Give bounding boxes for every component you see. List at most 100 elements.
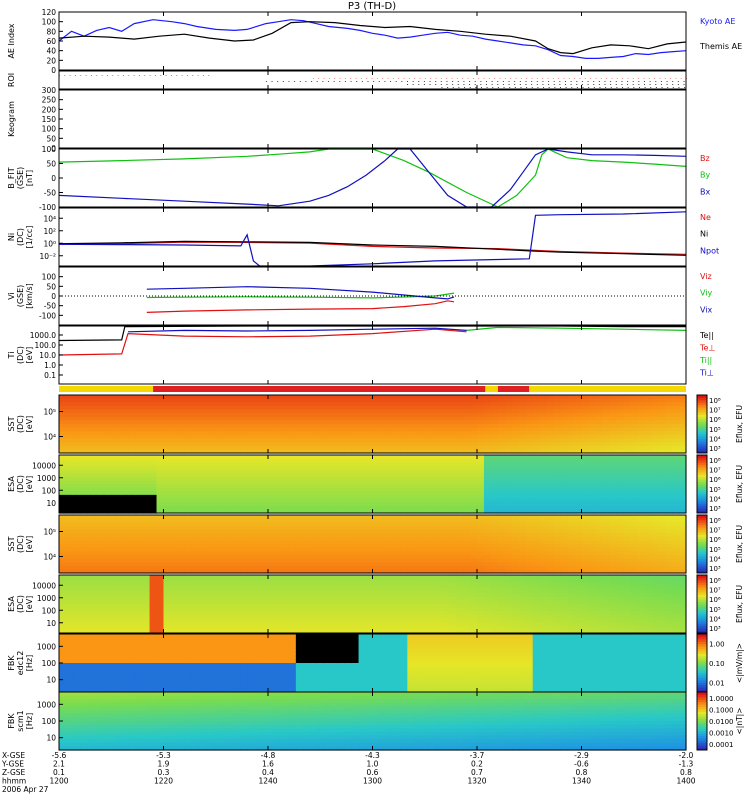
heat-cell: [344, 569, 353, 574]
heat-cell: [337, 494, 346, 500]
heat-cell: [219, 424, 227, 429]
heat-cell: [616, 445, 624, 450]
heat-cell: [442, 536, 450, 541]
heat-cell: [609, 487, 617, 492]
heat-cell: [337, 462, 346, 467]
heat-cell: [358, 449, 367, 454]
heat-cell: [588, 494, 597, 500]
heat-cell: [651, 465, 659, 471]
roi-point: [571, 87, 573, 88]
heat-cell: [595, 536, 603, 541]
heat-cell: [295, 491, 304, 496]
heat-cell: [79, 518, 88, 523]
heat-cell: [560, 569, 569, 574]
heat-cell: [79, 484, 88, 489]
heat-cell: [177, 405, 185, 411]
heat-cell: [128, 505, 137, 510]
roi-point: [170, 75, 172, 76]
heat-cell: [497, 445, 506, 450]
heat-cell: [198, 465, 206, 471]
heat-cell: [156, 525, 165, 531]
heat-cell: [351, 554, 360, 560]
heat-cell: [623, 562, 631, 567]
heat-cell: [442, 529, 450, 534]
heat-cell: [170, 551, 179, 556]
heat-cell: [121, 562, 130, 567]
heat-cell: [609, 398, 617, 403]
heat-cell: [268, 569, 276, 574]
heat-cell: [121, 416, 130, 421]
heat-cell: [79, 547, 88, 552]
heat-cell: [442, 544, 450, 549]
heat-cell: [59, 416, 67, 421]
heat-cell: [483, 476, 492, 481]
heat-cell: [602, 442, 610, 447]
heat-cell: [637, 445, 645, 450]
heat-cell: [198, 529, 206, 534]
heat-cell: [268, 491, 276, 496]
heat-cell: [463, 395, 471, 400]
heat-cell: [379, 487, 388, 492]
heat-cell: [323, 449, 332, 454]
heat-cell: [518, 536, 527, 541]
heat-cell: [233, 536, 241, 541]
heat-cell: [546, 438, 555, 443]
heat-cell: [72, 395, 81, 400]
heat-cell: [226, 427, 234, 432]
heat-cell: [79, 498, 88, 503]
heat-cell: [344, 484, 353, 489]
heat-cell: [651, 487, 659, 492]
roi-point: [271, 81, 273, 82]
heat-cell: [323, 562, 332, 567]
heat-cell: [442, 502, 450, 507]
heat-cell: [435, 544, 443, 549]
heat-cell: [421, 465, 429, 471]
heat-cell: [86, 462, 95, 467]
heat-cell: [128, 491, 137, 496]
heat-cell: [539, 569, 548, 574]
heat-cell: [240, 455, 248, 460]
heat-cell: [302, 480, 311, 485]
heat-cell: [114, 434, 123, 440]
heat-cell: [490, 544, 499, 549]
heat-cell: [574, 569, 583, 574]
heat-cell: [504, 502, 513, 507]
heat-cell: [623, 405, 631, 411]
heat-cell: [477, 424, 485, 429]
heat-cell: [240, 491, 248, 496]
heat-cell: [365, 458, 374, 463]
heat-cell: [477, 465, 485, 471]
heat-cell: [247, 413, 255, 418]
heat-cell: [532, 547, 541, 552]
heat-cell: [532, 413, 541, 418]
heat-cell: [546, 462, 555, 467]
heat-cell: [65, 398, 74, 403]
heat-cell: [191, 529, 199, 534]
heat-cell: [226, 544, 234, 549]
heat-cell: [595, 431, 603, 436]
heat-cell: [93, 431, 102, 436]
heat-cell: [511, 547, 520, 552]
heat-cell: [184, 544, 192, 549]
heat-cell: [407, 476, 415, 481]
heat-cell: [428, 509, 436, 514]
heat-cell: [177, 420, 185, 425]
heat-cell: [254, 502, 262, 507]
heat-cell: [518, 445, 527, 450]
heat-cell: [86, 622, 95, 627]
heat-cell: [372, 402, 381, 407]
heat-cell: [219, 480, 227, 485]
heat-cell: [393, 533, 401, 538]
heat-cell: [379, 445, 388, 450]
heat-cell: [205, 438, 213, 443]
heat-cell: [281, 536, 290, 541]
legend-entry: Viy: [700, 289, 713, 298]
heat-cell: [456, 413, 464, 418]
heat-cell: [588, 413, 597, 418]
y-axis-label: AE Index: [7, 23, 16, 58]
heat-cell: [72, 416, 81, 421]
heat-cell: [163, 487, 172, 492]
heat-cell: [59, 455, 67, 460]
roi-point: [69, 75, 71, 76]
heat-cell: [435, 494, 443, 500]
